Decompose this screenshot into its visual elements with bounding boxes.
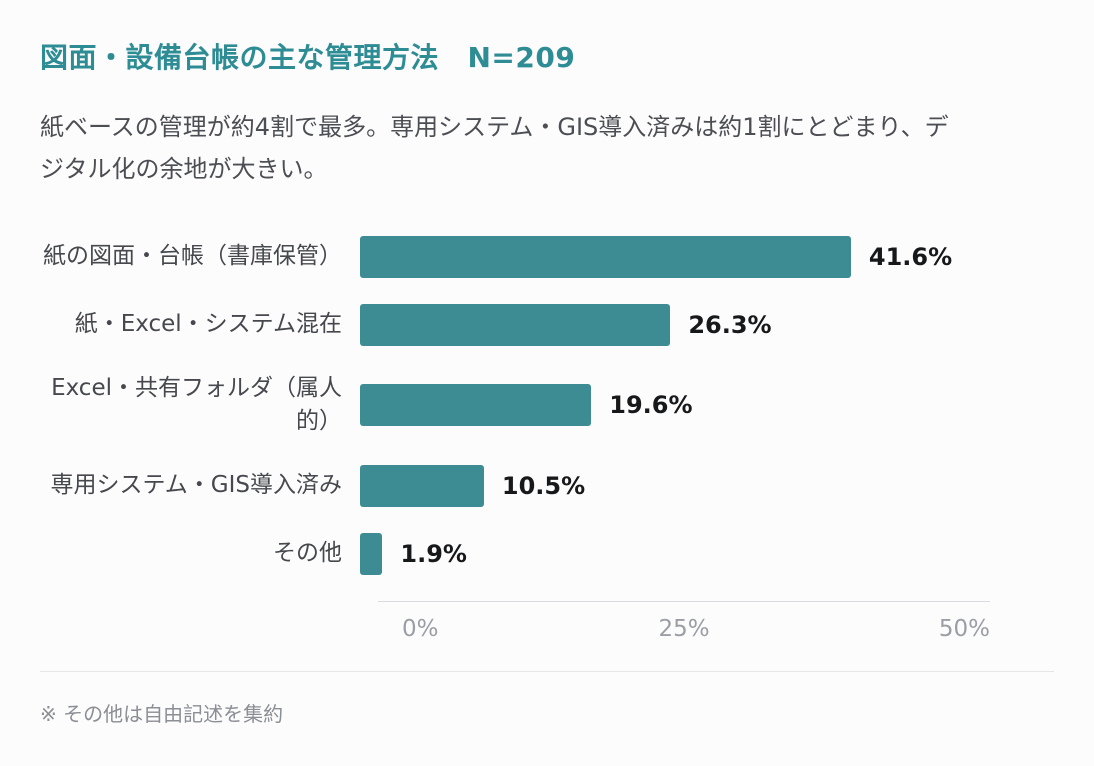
bar-value: 26.3% [688, 311, 772, 339]
page-title: 図面・設備台帳の主な管理方法 N=209 [40, 41, 576, 74]
bar [360, 532, 383, 575]
bar [360, 464, 484, 507]
chart-page: 図面・設備台帳の主な管理方法 N=209 紙ベースの管理が約4割で最多。専用シス… [40, 41, 1054, 726]
bar-value: 1.9% [400, 539, 467, 568]
bar-label: 紙・Excel・システム混在 [74, 311, 342, 338]
bar [360, 236, 851, 278]
bar-label: Excel・共有フォルダ（属人的） [51, 375, 342, 435]
chart-row: 紙・Excel・システム混在 26.3% [40, 304, 1054, 346]
bar-track: 41.6% [360, 236, 953, 278]
bar-chart: 紙の図面・台帳（書庫保管） 41.6% 紙・Excel・システム混在 26.3% Exc… [40, 236, 1054, 649]
chart-row: 紙の図面・台帳（書庫保管） 41.6% [40, 236, 1054, 278]
divider [40, 670, 1054, 672]
bar [360, 384, 592, 427]
bar-label: 専用システム・GIS導入済み [50, 472, 342, 499]
chart-row: その他 1.9% [40, 532, 1054, 575]
bar-track: 10.5% [360, 464, 950, 507]
chart-subtitle: 紙ベースの管理が約4割で最多。専用システム・GIS導入済みは約1割にとどまり、デ… [40, 113, 949, 183]
x-axis-tick-50: 50% [938, 615, 990, 642]
bar-track: 1.9% [360, 532, 950, 575]
bar-track: 19.6% [360, 384, 950, 427]
x-axis-row: 0% 25% 50% [40, 600, 1054, 649]
bar-rows: 紙の図面・台帳（書庫保管） 41.6% 紙・Excel・システム混在 26.3% Exc… [40, 236, 1054, 575]
axis-spacer [40, 601, 378, 649]
x-axis: 0% 25% 50% [378, 600, 990, 649]
x-axis-tick-0: 0% [402, 615, 439, 642]
bar-value: 19.6% [609, 391, 693, 420]
chart-row: Excel・共有フォルダ（属人的） 19.6% [40, 372, 1054, 439]
bar-label: 紙の図面・台帳（書庫保管） [43, 243, 342, 270]
x-axis-tick-25: 25% [658, 615, 710, 642]
footnote: ※ その他は自由記述を集約 [40, 701, 284, 726]
bar-track: 26.3% [360, 304, 950, 346]
bar-value: 41.6% [868, 243, 953, 271]
bar-label: その他 [273, 540, 342, 567]
bar [360, 304, 671, 346]
bar-value: 10.5% [501, 471, 586, 500]
chart-row: 専用システム・GIS導入済み 10.5% [40, 464, 1054, 507]
